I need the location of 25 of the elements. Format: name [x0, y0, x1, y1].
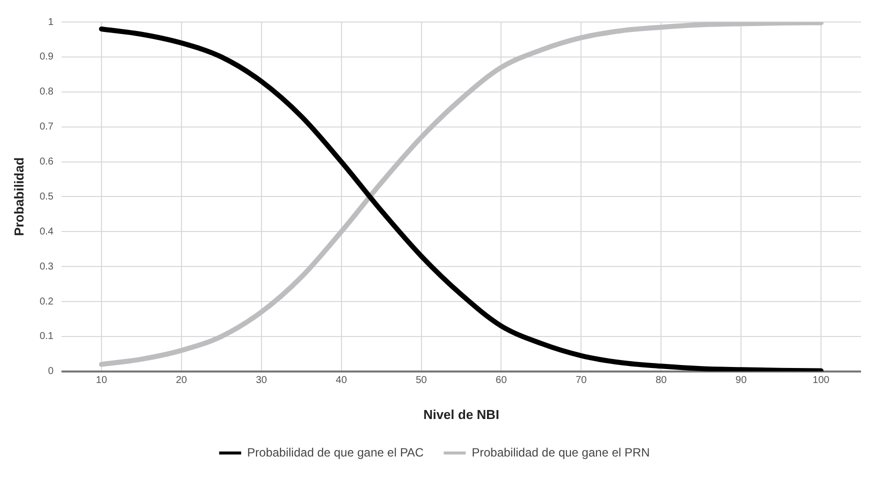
y-tick-label: 0.1 [40, 331, 54, 342]
x-tick-label: 60 [496, 375, 508, 386]
y-axis-title: Probabilidad [11, 157, 26, 236]
x-tick-label: 40 [336, 375, 348, 386]
y-tick-label: 0.6 [40, 156, 54, 168]
x-tick-label: 80 [656, 375, 668, 386]
y-tick-label: 0.8 [40, 86, 54, 98]
legend-label: Probabilidad de que gane el PAC [247, 445, 424, 460]
x-tick-label: 100 [812, 375, 830, 386]
y-tick-label: 0.2 [40, 296, 54, 308]
y-tick-label: 0 [48, 366, 54, 378]
y-tick-label: 0.5 [40, 191, 54, 202]
x-tick-label: 70 [576, 375, 588, 386]
y-tick-label: 1 [48, 16, 54, 28]
x-axis-title: Nivel de NBI [423, 406, 500, 422]
legend-label: Probabilidad de que gane el PRN [472, 445, 650, 460]
x-tick-label: 10 [96, 375, 108, 386]
x-tick-label: 30 [256, 375, 268, 386]
x-tick-label: 50 [416, 375, 428, 386]
y-tick-label: 0.3 [40, 261, 54, 272]
x-tick-label: 20 [176, 375, 188, 386]
y-tick-label: 0.9 [40, 52, 54, 63]
x-tick-label: 90 [736, 375, 748, 386]
y-tick-label: 0.4 [40, 226, 54, 238]
y-tick-label: 0.7 [40, 122, 54, 133]
